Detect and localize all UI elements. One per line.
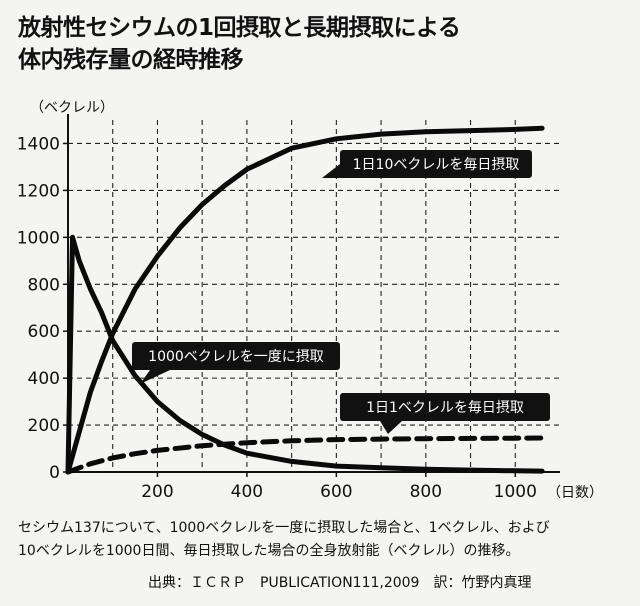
annotation-text: 1日1ベクレルを毎日摂取 (366, 400, 524, 416)
chart-title: 放射性セシウムの1回摂取と長期摂取による 体内残存量の経時推移 (18, 12, 618, 76)
title-line-1: 放射性セシウムの1回摂取と長期摂取による (18, 15, 461, 41)
annotation-text: 1日10ベクレルを毎日摂取 (353, 157, 520, 173)
caption: セシウム137について、1000ベクレルを一度に摂取した場合と、1ベクレル、およ… (18, 517, 628, 563)
y-tick-label: 600 (28, 322, 60, 342)
annotation-pointer (380, 421, 402, 434)
y-tick-label: 1200 (17, 181, 60, 201)
x-tick-labels: 200 400 600 800 1000 (141, 472, 537, 502)
annotation-text: 1000ベクレルを一度に摂取 (148, 349, 324, 365)
y-tick-label: 200 (28, 416, 60, 436)
annotation-pointer (140, 370, 170, 384)
annotation-label: 1000ベクレルを一度に摂取 (132, 342, 340, 384)
y-tick-labels: 0 200 400 600 800 1000 1200 1400 (17, 134, 68, 483)
title-line-2: 体内残存量の経時推移 (18, 47, 244, 73)
x-tick-label: 1000 (494, 482, 537, 502)
x-tick-label: 600 (320, 482, 352, 502)
annotation-box (340, 393, 550, 421)
y-tick-label: 1000 (17, 228, 60, 248)
y-tick-label: 800 (28, 275, 60, 295)
annotation-box (340, 150, 532, 178)
y-tick-label: 400 (28, 369, 60, 389)
annotation-labels: 1日10ベクレルを毎日摂取 1000ベクレルを一度に摂取 1日1ベクレルを毎日摂取 (132, 150, 550, 434)
source-credit: 出典：ＩＣＲＰ PUBLICATION111,2009 訳：竹野内真理 (148, 575, 532, 591)
series-line-1000bq-once (65, 234, 545, 475)
caption-line-1: セシウム137について、1000ベクレルを一度に摂取した場合と、1ベクレル、およ… (18, 520, 550, 536)
x-tick-label: 800 (410, 482, 442, 502)
x-axis-label: （日数） (547, 485, 603, 501)
series-lines (65, 125, 545, 475)
grid (68, 120, 560, 472)
x-tick-label: 400 (231, 482, 263, 502)
x-tick-label: 200 (141, 482, 173, 502)
annotation-box (132, 342, 340, 370)
y-tick-label: 0 (49, 463, 60, 483)
annotation-label: 1日10ベクレルを毎日摂取 (322, 150, 532, 178)
series-line-10bq-daily (65, 125, 545, 475)
annotation-label: 1日1ベクレルを毎日摂取 (340, 393, 550, 434)
y-tick-label: 1400 (17, 134, 60, 154)
y-axis-label: （ベクレル） (30, 100, 114, 116)
caption-line-2: 10ベクレルを1000日間、毎日摂取した場合の全身放射能（ベクレル）の推移。 (18, 543, 520, 559)
series-line-1bq-daily (65, 435, 545, 475)
